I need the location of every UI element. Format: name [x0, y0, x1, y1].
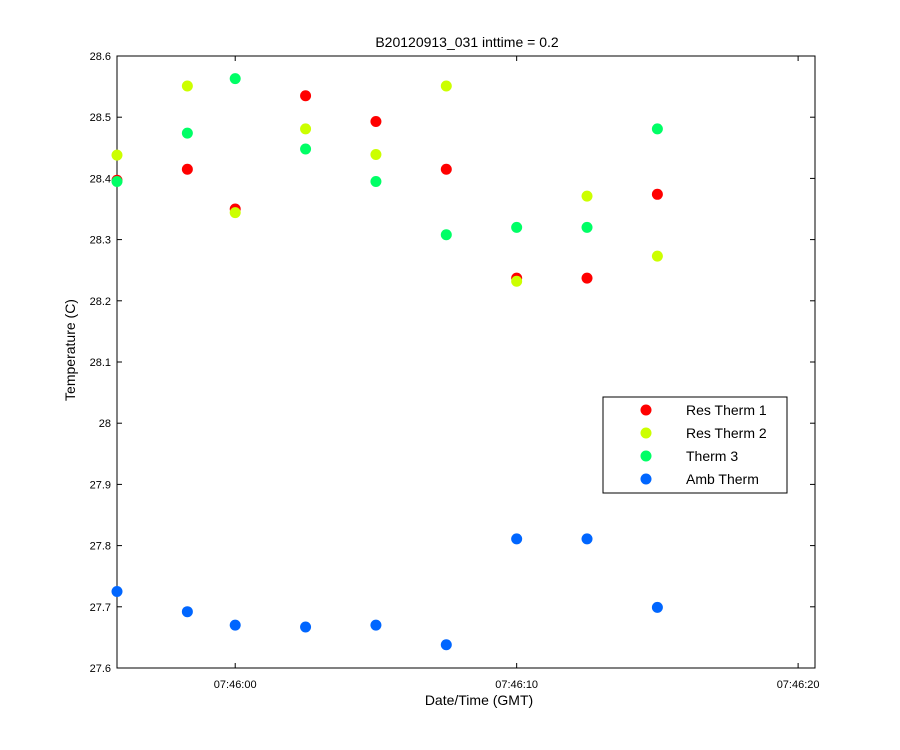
y-tick-label: 28.5 — [90, 112, 111, 124]
data-point-therm-3 — [581, 221, 593, 233]
x-tick-label: 07:46:00 — [214, 679, 257, 691]
x-tick-label: 07:46:10 — [495, 679, 538, 691]
data-point-res-therm-1 — [181, 163, 193, 175]
y-tick-label: 28.2 — [90, 296, 111, 308]
legend-label-therm-3: Therm 3 — [686, 448, 738, 464]
y-tick-label: 28.1 — [90, 357, 111, 369]
data-point-res-therm-2 — [440, 80, 452, 92]
data-point-res-therm-2 — [581, 190, 593, 202]
y-axis-title: Temperature (C) — [62, 299, 78, 401]
data-point-amb-therm — [181, 606, 193, 618]
y-tick-label: 28.6 — [90, 51, 111, 63]
data-point-therm-3 — [300, 143, 312, 155]
y-tick-label: 28.4 — [90, 173, 111, 185]
y-tick-label: 27.8 — [90, 541, 111, 553]
data-point-res-therm-2 — [511, 275, 523, 287]
y-tick-label: 27.7 — [90, 602, 111, 614]
data-point-res-therm-1 — [300, 90, 312, 102]
data-point-therm-3 — [440, 229, 452, 241]
data-point-therm-3 — [370, 175, 382, 187]
y-tick-label: 27.9 — [90, 479, 111, 491]
data-point-amb-therm — [300, 621, 312, 633]
chart-title: B20120913_031 inttime = 0.2 — [375, 34, 559, 50]
data-point-res-therm-2 — [300, 123, 312, 135]
y-tick-label: 28.3 — [90, 235, 111, 247]
legend-label-res-therm-1: Res Therm 1 — [686, 402, 767, 418]
data-point-res-therm-1 — [370, 115, 382, 127]
data-point-res-therm-2 — [111, 149, 123, 161]
data-point-therm-3 — [511, 221, 523, 233]
data-points — [111, 73, 663, 651]
data-point-amb-therm — [440, 639, 452, 651]
legend-marker-amb-therm — [640, 473, 652, 485]
legend-box — [602, 396, 788, 494]
data-point-res-therm-1 — [581, 272, 593, 284]
data-point-res-therm-2 — [181, 80, 193, 92]
legend: Res Therm 1 Res Therm 2 Therm 3 Amb Therm — [602, 396, 788, 494]
data-point-amb-therm — [651, 601, 663, 613]
data-point-therm-3 — [229, 73, 241, 85]
data-point-amb-therm — [111, 586, 123, 597]
x-axis-title: Date/Time (GMT) — [425, 692, 533, 708]
legend-marker-therm-3 — [640, 450, 652, 462]
x-axis: 07:46:00 07:46:10 07:46:20 — [214, 56, 820, 691]
y-tick-label: 28 — [99, 418, 111, 430]
data-point-amb-therm — [581, 533, 593, 545]
data-point-res-therm-2 — [651, 250, 663, 262]
data-point-therm-3 — [111, 175, 123, 187]
data-point-res-therm-1 — [651, 188, 663, 200]
data-point-therm-3 — [651, 123, 663, 135]
data-point-res-therm-1 — [440, 163, 452, 175]
legend-label-amb-therm: Amb Therm — [686, 471, 759, 487]
data-point-res-therm-2 — [370, 149, 382, 161]
data-point-amb-therm — [370, 619, 382, 631]
data-point-therm-3 — [181, 127, 193, 139]
data-point-amb-therm — [511, 533, 523, 545]
data-point-amb-therm — [229, 619, 241, 631]
plot-area — [116, 55, 816, 669]
y-tick-label: 27.6 — [90, 663, 111, 675]
x-tick-label: 07:46:20 — [777, 679, 820, 691]
legend-marker-res-therm-1 — [640, 404, 652, 416]
data-point-res-therm-2 — [229, 207, 241, 219]
y-axis: 27.6 27.7 27.8 27.9 28 28.1 28.2 28.3 28.4 28.5 28… — [90, 51, 815, 675]
legend-label-res-therm-2: Res Therm 2 — [686, 425, 767, 441]
legend-marker-res-therm-2 — [640, 427, 652, 439]
